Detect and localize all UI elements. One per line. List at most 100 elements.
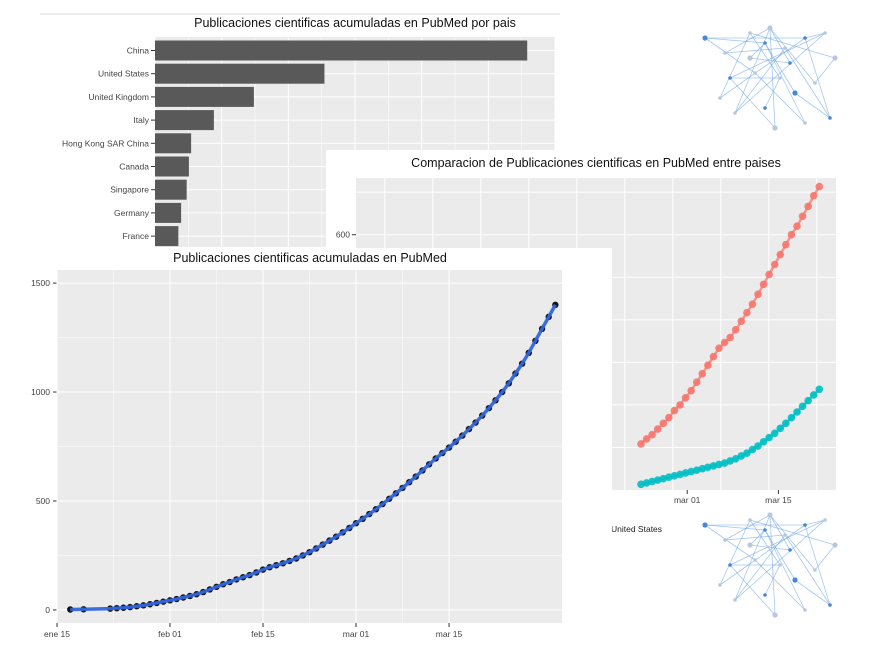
network-edge (734, 534, 786, 601)
x-tick-label: feb 01 (158, 629, 182, 639)
network-edge (724, 47, 786, 54)
network-node (753, 71, 757, 75)
network-node (702, 35, 708, 41)
y-tick-label: 600 (336, 230, 350, 240)
category-label: Singapore (110, 185, 149, 195)
series-point (759, 280, 768, 289)
network-edge (754, 72, 806, 124)
network-node (803, 36, 807, 40)
network-edge (764, 77, 781, 109)
series-point (692, 378, 701, 387)
bar (155, 40, 528, 61)
category-label: China (127, 46, 149, 56)
network-edge (794, 579, 831, 606)
cumulative-chart-panel: Publicaciones cientificas acumuladas en … (0, 248, 612, 660)
network-node (747, 542, 753, 548)
network-edge (804, 519, 826, 526)
y-tick-label: 0 (45, 605, 50, 615)
smooth-line (70, 304, 557, 612)
network-node (788, 548, 792, 552)
network-edge (719, 519, 751, 586)
bar (155, 133, 192, 154)
network-edge (814, 544, 836, 571)
network-node (728, 563, 732, 567)
bar (155, 179, 187, 200)
network-edge (764, 564, 781, 596)
x-tick-label: mar 15 (436, 629, 463, 639)
network-edge (749, 544, 791, 551)
network-edge (804, 524, 831, 606)
network-edge (764, 529, 806, 611)
series-point (704, 361, 712, 369)
network-edge (784, 47, 831, 119)
series-point (743, 308, 751, 317)
series-point (765, 270, 773, 279)
network-edge (749, 32, 836, 59)
series-point (637, 440, 645, 448)
series-point (737, 317, 746, 326)
network-node (792, 577, 798, 583)
network-edge (729, 519, 826, 566)
network-node (763, 528, 767, 532)
network-node (792, 90, 798, 96)
network-edge (724, 514, 771, 541)
series-point (642, 435, 651, 443)
x-tick-label: ene 15 (44, 629, 70, 639)
network-node (832, 55, 838, 61)
chart-title: Comparacion de Publicaciones cientificas… (411, 156, 781, 170)
network-node (733, 598, 737, 602)
series-point (804, 202, 812, 211)
category-label: France (123, 231, 150, 241)
network-edge (724, 27, 771, 54)
series-point (776, 250, 785, 259)
y-tick-label: 500 (36, 496, 50, 506)
network-edge (764, 529, 796, 581)
network-edge (719, 32, 751, 99)
series-point (687, 386, 695, 395)
bar (155, 226, 179, 247)
network-node (823, 31, 827, 35)
category-label: Italy (133, 115, 149, 125)
category-label: Germany (114, 208, 150, 218)
series-point (782, 419, 790, 428)
series-point (798, 212, 807, 221)
network-edge (719, 524, 806, 586)
series-point (665, 413, 673, 422)
series-point (798, 402, 807, 411)
network-edge (754, 559, 806, 611)
bar (155, 156, 189, 177)
category-label: United States (98, 69, 149, 79)
network-edge (764, 42, 796, 94)
y-tick-label: 1500 (31, 278, 50, 288)
network-node (723, 538, 727, 542)
network-edge (704, 524, 766, 531)
network-edge (729, 32, 826, 79)
network-node (828, 603, 832, 607)
network-node (728, 76, 732, 80)
network-node (813, 81, 817, 85)
network-edge (719, 37, 806, 99)
series-point (748, 300, 757, 309)
category-label: Hong Kong SAR China (62, 138, 149, 148)
series-point (676, 401, 684, 409)
series-point (731, 325, 740, 334)
network-node (747, 55, 753, 61)
network-edge (784, 534, 831, 606)
cumulative-scatter-chart: Publicaciones cientificas acumuladas en … (31, 251, 562, 639)
network-graph-icon (695, 18, 845, 143)
x-tick-label: mar 01 (674, 495, 701, 505)
network-node (772, 612, 778, 618)
bar (155, 202, 182, 223)
network-edge (749, 57, 791, 64)
network-edge (724, 534, 786, 541)
bar (155, 110, 214, 131)
network-edge (804, 32, 826, 39)
network-node (803, 121, 807, 125)
series-point (720, 338, 729, 347)
network-node (753, 558, 757, 562)
category-label: United Kingdom (89, 92, 149, 102)
network-node (718, 96, 722, 100)
network-node (702, 522, 708, 528)
network-node (823, 518, 827, 522)
network-edge (814, 57, 836, 84)
